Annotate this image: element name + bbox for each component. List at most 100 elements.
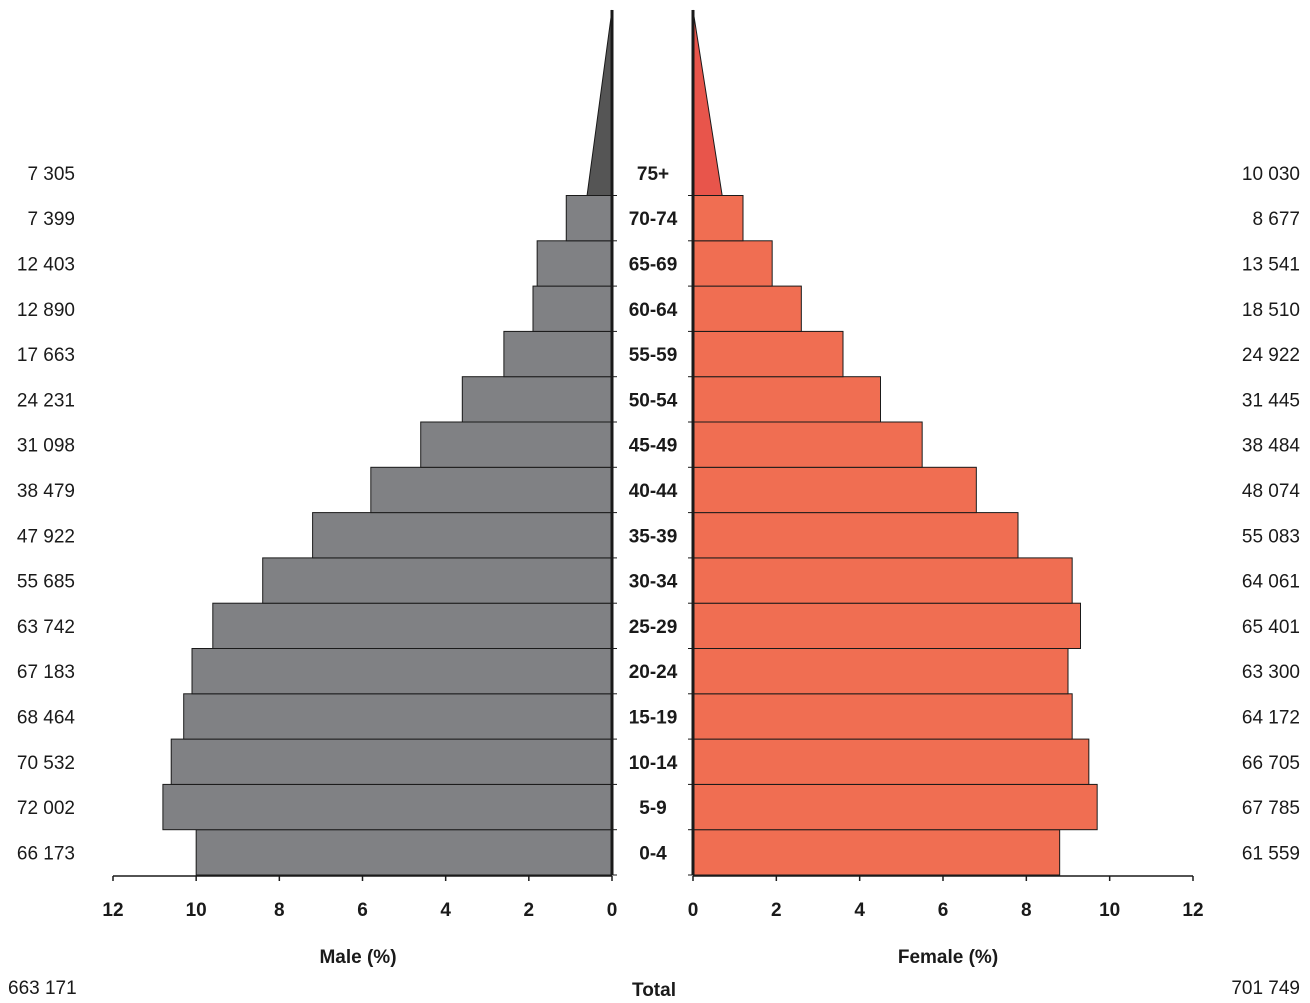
male-count-label: 70 532 — [17, 753, 75, 774]
female-count-label: 64 061 — [1242, 572, 1300, 593]
female-bar — [692, 330, 844, 378]
male-count-label: 7 305 — [27, 164, 75, 185]
male-bar — [191, 648, 613, 695]
male-bar — [162, 783, 613, 831]
male-bars — [162, 9, 613, 876]
age-group-label: 25-29 — [629, 617, 678, 638]
female-count-label: 31 445 — [1242, 390, 1300, 411]
female-x-tick-label: 8 — [1021, 900, 1032, 921]
male-count-label: 7 399 — [27, 209, 75, 230]
male-x-tick-label: 12 — [102, 900, 123, 921]
age-group-label: 75+ — [637, 164, 669, 185]
male-bar — [536, 240, 613, 287]
age-group-label: 20-24 — [629, 662, 678, 683]
male-bar — [312, 512, 613, 559]
male-total: 663 171 — [8, 978, 77, 999]
female-bar — [692, 512, 1019, 559]
male-bar — [370, 466, 613, 514]
male-x-tick-label: 6 — [357, 900, 368, 921]
male-count-label: 63 742 — [17, 617, 75, 638]
age-group-label: 0-4 — [639, 843, 667, 864]
female-bar — [692, 783, 1098, 831]
male-bar — [262, 557, 613, 604]
male-bar — [195, 829, 613, 876]
female-bar — [692, 693, 1073, 740]
age-group-label: 65-69 — [629, 254, 678, 275]
female-count-label: 66 705 — [1242, 753, 1300, 774]
female-bar — [692, 738, 1090, 785]
male-count-label: 17 663 — [17, 345, 75, 366]
male-bar — [420, 421, 613, 468]
female-count-label: 61 559 — [1242, 843, 1300, 864]
female-bar — [692, 829, 1061, 876]
male-count-label: 47 922 — [17, 526, 75, 547]
female-count-label: 18 510 — [1242, 300, 1300, 321]
age-group-label: 10-14 — [629, 753, 678, 774]
age-group-label: 55-59 — [629, 345, 678, 366]
female-count-label: 65 401 — [1242, 617, 1300, 638]
axes — [112, 10, 1194, 881]
male-x-tick-label: 10 — [186, 900, 207, 921]
female-bar — [692, 466, 977, 514]
male-x-tick-label: 0 — [607, 900, 618, 921]
female-bar — [692, 648, 1069, 695]
male-bar — [183, 693, 613, 740]
female-bar — [692, 285, 802, 332]
labels: 0-4 66 173 61 559 5-9 72 002 67 785 10-14 70 53… — [17, 164, 1301, 921]
male-bar — [212, 602, 613, 650]
age-group-label: 35-39 — [629, 526, 678, 547]
male-count-label: 12 890 — [17, 300, 75, 321]
female-count-label: 48 074 — [1242, 481, 1301, 502]
female-x-tick-label: 10 — [1099, 900, 1120, 921]
male-bar — [586, 9, 613, 196]
female-bar — [692, 9, 723, 196]
male-count-label: 72 002 — [17, 798, 75, 819]
male-x-tick-label: 8 — [274, 900, 285, 921]
male-count-label: 12 403 — [17, 254, 75, 275]
female-bar — [692, 376, 881, 423]
female-axis-title: Female (%) — [898, 947, 998, 968]
male-bar — [461, 376, 613, 423]
male-x-tick-label: 2 — [524, 900, 535, 921]
female-count-label: 38 484 — [1242, 436, 1301, 457]
female-bars — [692, 9, 1098, 876]
female-bar — [692, 240, 773, 287]
total-label: Total — [632, 980, 676, 1001]
age-group-label: 30-34 — [629, 572, 678, 593]
male-x-tick-label: 4 — [440, 900, 451, 921]
male-count-label: 55 685 — [17, 572, 75, 593]
age-group-label: 50-54 — [629, 390, 678, 411]
female-count-label: 10 030 — [1242, 164, 1300, 185]
female-x-tick-label: 4 — [854, 900, 865, 921]
male-count-label: 31 098 — [17, 436, 75, 457]
age-group-label: 5-9 — [639, 798, 666, 819]
female-count-label: 63 300 — [1242, 662, 1300, 683]
age-group-label: 15-19 — [629, 707, 678, 728]
age-group-label: 45-49 — [629, 436, 678, 457]
female-bar — [692, 195, 744, 242]
female-x-tick-label: 2 — [771, 900, 782, 921]
female-x-tick-label: 6 — [938, 900, 949, 921]
female-count-label: 67 785 — [1242, 798, 1300, 819]
male-count-label: 68 464 — [17, 707, 76, 728]
female-count-label: 13 541 — [1242, 254, 1300, 275]
male-count-label: 66 173 — [17, 843, 75, 864]
male-axis-title: Male (%) — [319, 947, 396, 968]
age-group-label: 70-74 — [629, 209, 678, 230]
male-count-label: 67 183 — [17, 662, 75, 683]
male-bar — [170, 738, 613, 785]
female-count-label: 24 922 — [1242, 345, 1300, 366]
female-x-tick-label: 0 — [688, 900, 699, 921]
female-bar — [692, 557, 1073, 604]
female-count-label: 55 083 — [1242, 526, 1300, 547]
age-group-label: 60-64 — [629, 300, 678, 321]
female-bar — [692, 421, 923, 468]
male-bar — [532, 285, 613, 332]
male-bar — [503, 330, 613, 378]
male-bar — [565, 195, 613, 242]
age-group-label: 40-44 — [629, 481, 678, 502]
female-bar — [692, 602, 1081, 650]
male-count-label: 24 231 — [17, 390, 75, 411]
male-count-label: 38 479 — [17, 481, 75, 502]
